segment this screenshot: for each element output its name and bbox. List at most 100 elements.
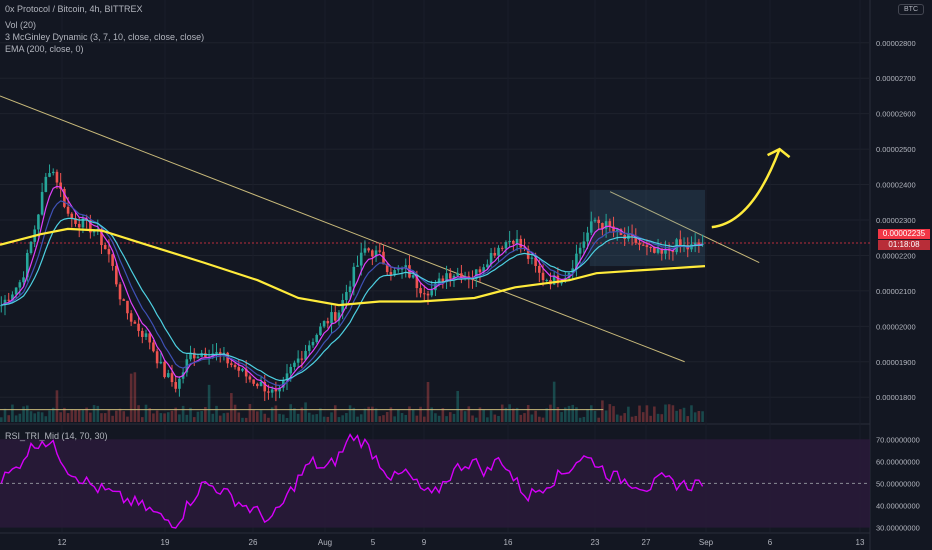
volume-bar xyxy=(653,406,656,422)
candle-body xyxy=(330,312,333,324)
volume-bar xyxy=(44,416,48,422)
candle-body xyxy=(7,299,11,301)
candle-body xyxy=(445,273,448,283)
candle-body xyxy=(103,245,107,250)
candle-body xyxy=(81,218,85,228)
overlay-lines xyxy=(0,95,870,411)
candle-body xyxy=(322,321,326,327)
candle-body xyxy=(141,330,144,337)
volume-bar xyxy=(267,417,270,422)
volume-bar xyxy=(604,410,608,422)
volume-bar xyxy=(582,416,586,422)
volume-bar xyxy=(185,414,189,422)
candle-body xyxy=(241,368,244,371)
symbol-title[interactable]: 0x Protocol / Bitcoin, 4h, BITTREX xyxy=(5,4,143,14)
candle-body xyxy=(423,293,426,295)
candle-body xyxy=(51,171,55,174)
price-tick-label: 0.00001800 xyxy=(876,393,916,402)
candle-body xyxy=(296,358,300,363)
candle-body xyxy=(586,232,589,242)
volume-bar xyxy=(497,416,500,422)
candle-body xyxy=(59,182,62,189)
candle-body xyxy=(337,312,341,321)
candle-body xyxy=(664,248,667,254)
candle-body xyxy=(359,252,363,266)
candle-body xyxy=(152,342,155,352)
volume-bar xyxy=(200,411,203,422)
current-price-tag: 0.00002235 xyxy=(878,229,930,239)
candle-body xyxy=(319,326,322,335)
volume-bar xyxy=(382,415,385,422)
volume-bar xyxy=(122,411,126,422)
candle-body xyxy=(348,286,352,293)
price-tick-label: 0.00002500 xyxy=(876,145,916,154)
candle-body xyxy=(437,278,441,284)
time-tick-label: Sep xyxy=(699,538,714,547)
volume-bar xyxy=(204,406,207,422)
candle-body xyxy=(230,363,233,365)
candle-body xyxy=(512,240,515,244)
axes[interactable]: 0.00002800 0.00002700 0.00002600 0.00002500… xyxy=(58,39,920,547)
volume-bar xyxy=(40,412,44,422)
candle-body xyxy=(419,288,422,294)
volume-bar xyxy=(348,405,352,422)
volume-bar xyxy=(241,417,244,422)
candle-body xyxy=(311,341,315,346)
trendline xyxy=(0,95,685,363)
volume-bar xyxy=(174,407,177,422)
rsi-tick-label: 40.00000000 xyxy=(876,502,920,511)
candle-body xyxy=(638,242,641,245)
volume-bar xyxy=(697,410,701,422)
volume-bar xyxy=(482,409,485,422)
candle-body xyxy=(578,247,582,254)
volume-bar xyxy=(311,414,315,422)
vol-indicator-label[interactable]: Vol (20) xyxy=(5,20,37,30)
mcginley-indicator-label[interactable]: 3 McGinley Dynamic (3, 7, 10, close, clo… xyxy=(5,32,205,42)
candle-body xyxy=(575,253,578,269)
ema-indicator-label[interactable]: EMA (200, close, 0) xyxy=(5,44,84,54)
volume-bar xyxy=(278,413,281,422)
candle-body xyxy=(560,281,563,284)
volume-bar xyxy=(434,413,437,422)
rsi-indicator-label[interactable]: RSI_TRI_Mid (14, 70, 30) xyxy=(5,431,108,441)
volume-bar xyxy=(66,413,70,422)
volume-bar xyxy=(137,405,140,422)
volume-bar xyxy=(259,410,263,422)
volume-bar xyxy=(63,407,66,422)
volume-bar xyxy=(578,417,582,422)
currency-badge[interactable]: BTC xyxy=(898,4,924,15)
candle-body xyxy=(486,264,489,268)
volume-bar xyxy=(474,417,478,422)
volume-bar xyxy=(556,406,560,422)
volume-bar xyxy=(601,400,604,422)
candle-body xyxy=(460,273,463,279)
candle-body xyxy=(263,381,267,392)
candle-body xyxy=(40,191,44,215)
time-tick-label: 6 xyxy=(768,538,773,547)
volume-bar xyxy=(456,390,459,422)
volume-bar xyxy=(534,410,537,422)
volume-bar xyxy=(337,417,341,422)
candle-body xyxy=(174,382,177,389)
volume-bar xyxy=(452,413,456,422)
candle-body xyxy=(697,242,701,245)
candle-body xyxy=(538,265,541,273)
volume-bar xyxy=(0,417,3,422)
candle-body xyxy=(452,275,456,279)
volume-bar xyxy=(270,407,274,422)
candle-body xyxy=(285,373,289,381)
volume-bar xyxy=(597,417,600,422)
candle-body xyxy=(300,358,304,360)
candle-body xyxy=(489,252,493,265)
volume-bar xyxy=(29,411,33,422)
candle-body xyxy=(389,272,393,276)
candle-body xyxy=(478,269,482,273)
volume-bar xyxy=(70,409,74,422)
candle-body xyxy=(500,247,504,249)
volume-bar xyxy=(3,408,7,422)
candle-body xyxy=(552,275,556,285)
volume-bar xyxy=(679,409,682,422)
volume-bar xyxy=(252,410,255,422)
volume-bar xyxy=(500,404,504,422)
